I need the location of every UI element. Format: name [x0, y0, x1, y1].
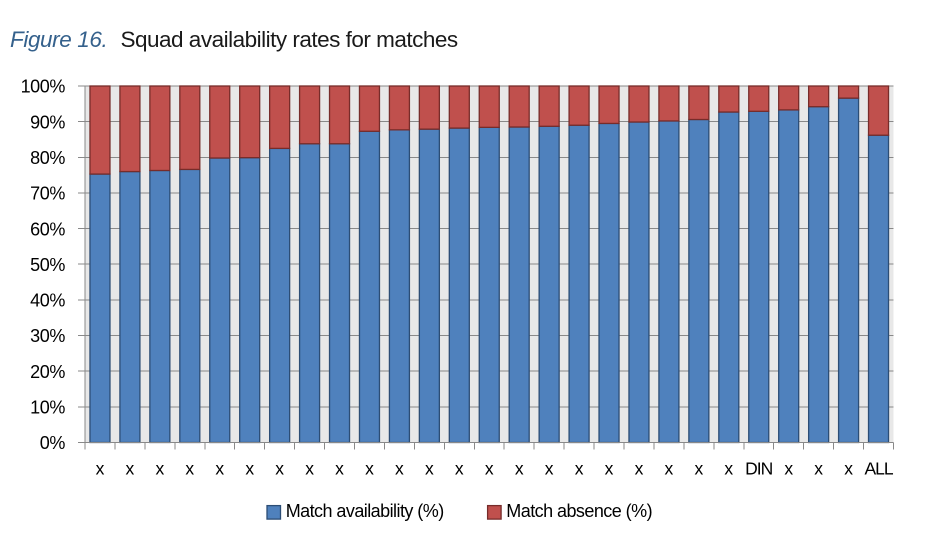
svg-text:ALL: ALL — [864, 459, 893, 479]
svg-text:x: x — [665, 459, 674, 479]
svg-text:90%: 90% — [30, 112, 65, 132]
svg-text:x: x — [635, 459, 644, 479]
svg-text:10%: 10% — [30, 398, 65, 418]
svg-text:20%: 20% — [30, 362, 65, 382]
svg-text:x: x — [724, 459, 733, 479]
svg-text:x: x — [155, 459, 164, 479]
svg-text:Match availability (%): Match availability (%) — [286, 501, 444, 521]
svg-text:x: x — [485, 459, 494, 479]
svg-text:x: x — [814, 459, 823, 479]
svg-text:x: x — [275, 459, 284, 479]
svg-text:x: x — [126, 459, 135, 479]
svg-text:0%: 0% — [40, 433, 66, 453]
svg-text:x: x — [305, 459, 314, 479]
svg-text:x: x — [515, 459, 524, 479]
svg-text:x: x — [185, 459, 194, 479]
svg-text:x: x — [455, 459, 464, 479]
svg-text:50%: 50% — [30, 255, 65, 275]
svg-text:x: x — [365, 459, 374, 479]
svg-text:x: x — [694, 459, 703, 479]
svg-text:Figure 16.: Figure 16. — [10, 27, 107, 52]
svg-text:100%: 100% — [21, 77, 66, 97]
svg-text:x: x — [575, 459, 584, 479]
svg-text:60%: 60% — [30, 219, 65, 239]
svg-text:x: x — [784, 459, 793, 479]
svg-text:x: x — [545, 459, 554, 479]
svg-text:DIN: DIN — [745, 459, 773, 479]
svg-text:Match absence (%): Match absence (%) — [506, 501, 652, 521]
svg-text:70%: 70% — [30, 184, 65, 204]
svg-text:x: x — [425, 459, 434, 479]
svg-text:x: x — [245, 459, 254, 479]
svg-text:x: x — [395, 459, 404, 479]
svg-text:x: x — [215, 459, 224, 479]
svg-text:x: x — [844, 459, 853, 479]
svg-text:Squad availability rates for m: Squad availability rates for matches — [121, 27, 458, 52]
svg-text:x: x — [605, 459, 614, 479]
svg-text:80%: 80% — [30, 148, 65, 168]
svg-text:40%: 40% — [30, 291, 65, 311]
svg-text:x: x — [96, 459, 105, 479]
svg-text:x: x — [335, 459, 344, 479]
svg-text:30%: 30% — [30, 326, 65, 346]
